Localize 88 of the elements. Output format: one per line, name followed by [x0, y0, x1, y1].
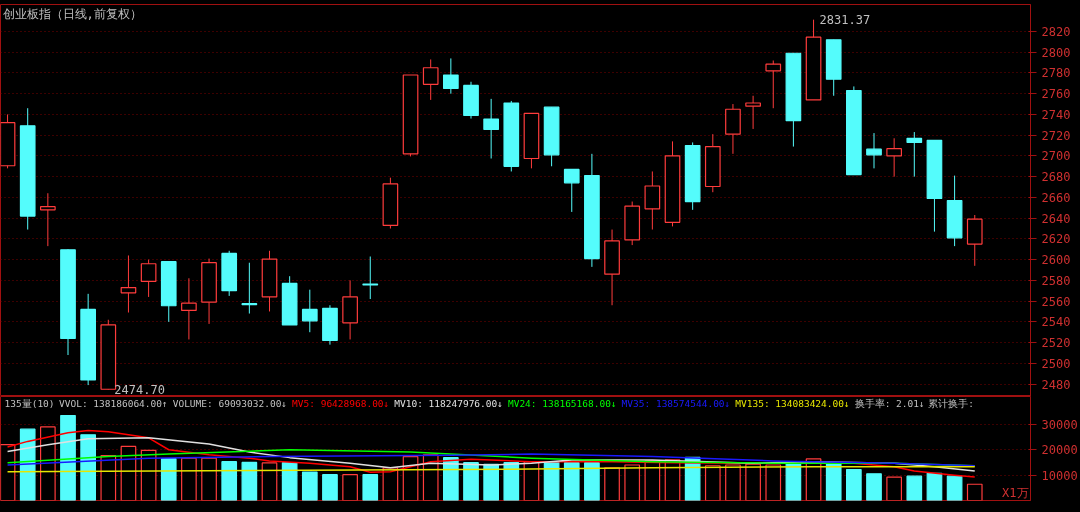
bar: [584, 462, 600, 501]
bar: [906, 475, 923, 501]
bar: [725, 464, 741, 501]
bar: [160, 458, 177, 501]
y-tick-label: 2800: [1041, 45, 1071, 60]
bar: [483, 463, 500, 501]
candlestick: [181, 277, 197, 340]
bar: [362, 474, 379, 501]
chart-title: 135量(10): [4, 397, 55, 409]
text: MV24: 138165168.00↓: [507, 397, 617, 409]
y-tick-label: 2540: [1041, 315, 1071, 330]
bar: [825, 462, 842, 501]
candlestick: [765, 60, 782, 109]
bar: [745, 463, 761, 501]
bar: [765, 464, 782, 501]
bar: [221, 461, 238, 501]
y-tick-label: 2600: [1041, 253, 1071, 268]
y-tick-label: 2760: [1041, 87, 1071, 102]
candlestick: [644, 170, 661, 231]
bar: [301, 471, 318, 501]
y-tick-label: 2660: [1041, 190, 1071, 205]
y-tick-label: 2560: [1041, 294, 1071, 309]
bar: [785, 462, 802, 501]
candlestick: [301, 289, 318, 333]
bar: [886, 476, 903, 501]
bar: [926, 472, 943, 501]
annotation: 2474.70: [114, 383, 165, 398]
line-series: [6, 453, 976, 467]
y-tick-label: 20000: [1041, 443, 1078, 458]
bar: [644, 460, 661, 501]
bar: [846, 468, 862, 501]
y-tick-label: 2640: [1041, 211, 1071, 226]
y-tick-label: 2740: [1041, 107, 1071, 122]
candlestick: [866, 132, 882, 169]
candlestick: [906, 131, 923, 178]
candlestick: [563, 168, 580, 213]
y-tick-label: 2500: [1041, 356, 1071, 371]
bar: [946, 475, 963, 501]
text: MV5: 96428968.00↓: [292, 397, 390, 409]
y-axis-title: X1万: [1002, 485, 1029, 500]
bar: [866, 473, 882, 501]
y-tick-label: 2620: [1041, 232, 1071, 247]
bar: [503, 462, 520, 501]
y-tick-label: 2720: [1041, 128, 1071, 143]
candlestick: [745, 95, 761, 130]
text: MV35: 138574544.00↓: [621, 397, 731, 409]
annotation: VVOL: 138186064.00↑: [59, 397, 168, 409]
bar: [60, 414, 76, 501]
candlestick: [443, 57, 459, 95]
candlestick: [422, 58, 439, 101]
y-tick-label: 10000: [1041, 468, 1078, 483]
bar: [241, 461, 258, 501]
annotation: 累计换手:: [928, 397, 974, 409]
bar: [624, 464, 641, 501]
bar: [704, 465, 721, 501]
bar: [261, 462, 278, 501]
y-tick-label: 2480: [1041, 377, 1071, 392]
candlestick: [241, 262, 258, 315]
candlestick: [140, 259, 157, 298]
bar: [563, 462, 580, 501]
y-tick-label: 2580: [1041, 273, 1071, 288]
text: MV10: 118247976.00↓: [394, 397, 503, 409]
bar: [463, 462, 479, 501]
candlestick: [40, 192, 56, 247]
bar: [281, 462, 298, 501]
bar: [100, 455, 117, 501]
chart-title: 创业板指（日线,前复权）: [2, 6, 142, 21]
bar: [181, 457, 197, 501]
y-tick-label: 2520: [1041, 336, 1071, 351]
candlestick: [886, 137, 903, 178]
bar: [543, 461, 560, 501]
y-tick-label: 2680: [1041, 170, 1071, 185]
bar: [322, 474, 338, 501]
bar: [604, 467, 620, 501]
y-tick-label: 2820: [1041, 24, 1071, 39]
annotation: VOLUME: 69093032.00↓: [172, 397, 288, 409]
y-tick-label: 2780: [1041, 66, 1071, 81]
candlestick: [483, 98, 500, 159]
annotation: 换手率: 2.01↓: [854, 397, 925, 409]
annotation: 2831.37: [819, 13, 871, 28]
candlestick: [120, 254, 137, 313]
bar: [342, 474, 358, 501]
candlestick: [362, 256, 379, 300]
text: MV135: 134083424.00↓: [735, 397, 850, 409]
bar: [201, 457, 217, 501]
y-tick-label: 30000: [1041, 417, 1078, 432]
bar: [966, 483, 983, 501]
y-tick-label: 2700: [1041, 149, 1071, 164]
